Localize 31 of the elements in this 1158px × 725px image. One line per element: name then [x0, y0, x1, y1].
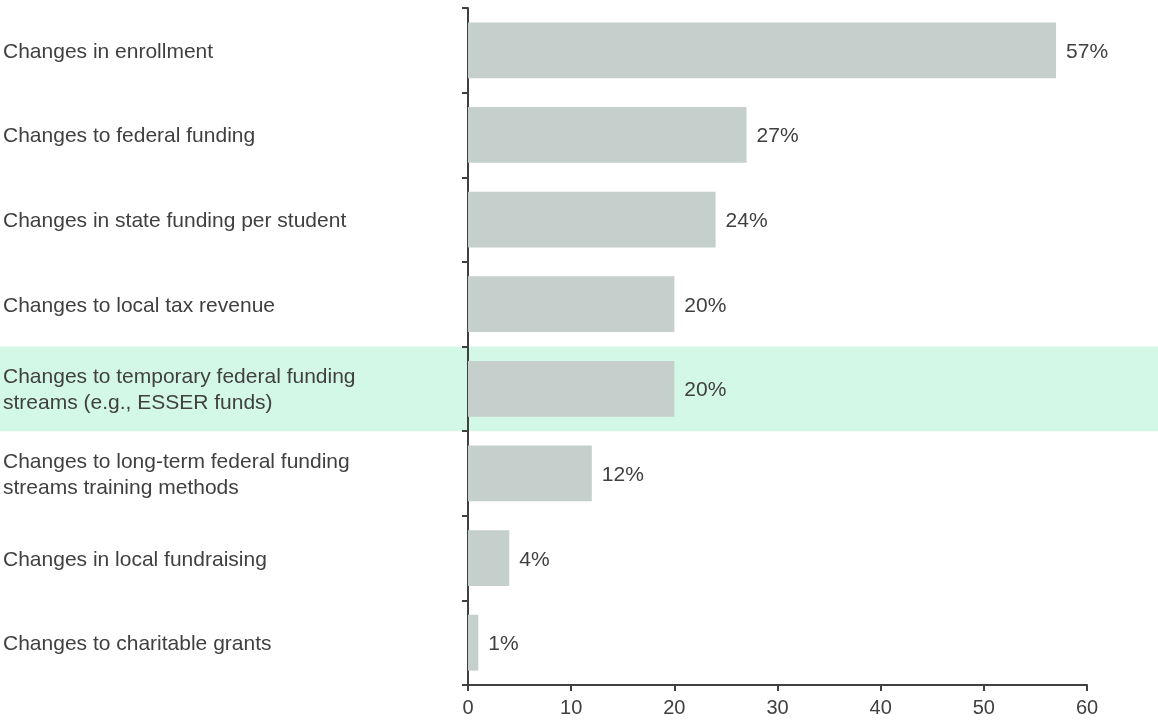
data-label: 20%: [684, 292, 727, 316]
bar: [468, 530, 510, 586]
bar: [468, 107, 747, 163]
y-tick-label: Changes to federal funding: [3, 123, 256, 147]
data-label: 27%: [756, 123, 799, 147]
data-label: 24%: [725, 208, 768, 232]
y-tick-label: Changes to temporary federal funding streams (e.g., ESSER funds): [3, 364, 362, 414]
data-label: 4%: [519, 546, 550, 570]
bar: [468, 276, 675, 333]
data-label: 57%: [1066, 38, 1109, 62]
y-tick-label: Changes in local fundraising: [3, 546, 267, 570]
x-tick-label: 60: [1075, 696, 1099, 718]
bar: [468, 22, 1057, 79]
bar: [468, 445, 592, 502]
x-tick-label: 0: [462, 696, 474, 718]
x-tick-label: 30: [766, 696, 789, 718]
y-tick-label: Changes to long-term federal funding streams training methods: [3, 448, 356, 498]
bar: [468, 191, 716, 248]
y-tick-label: Changes to charitable grants: [3, 631, 272, 655]
y-tick-label: Changes in enrollment: [3, 38, 214, 62]
x-tick-label: 20: [663, 696, 686, 718]
bar: [468, 360, 675, 417]
y-tick-label: Changes to local tax revenue: [3, 292, 276, 316]
x-tick-label: 10: [560, 696, 583, 718]
data-label: 20%: [684, 377, 727, 401]
bar: [468, 614, 479, 671]
y-tick-label: Changes in state funding per student: [3, 208, 347, 232]
x-tick-label: 40: [869, 696, 892, 718]
x-tick-label: 50: [972, 696, 995, 718]
data-label: 12%: [601, 461, 644, 485]
data-label: 1%: [488, 631, 519, 655]
